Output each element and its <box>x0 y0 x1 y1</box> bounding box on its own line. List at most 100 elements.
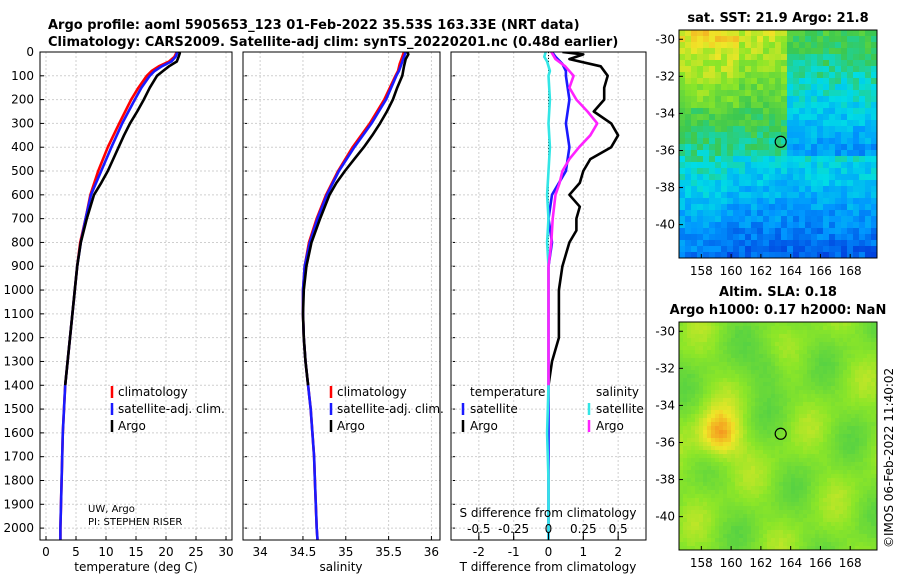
map-cell <box>697 138 704 145</box>
map-cell <box>823 370 828 375</box>
map-cell <box>685 252 692 258</box>
map-cell <box>691 506 696 511</box>
map-cell <box>703 228 710 235</box>
map-cell <box>715 366 720 371</box>
map-cell <box>759 382 764 387</box>
map-cell <box>695 470 700 475</box>
map-cell <box>769 180 776 187</box>
map-cell <box>867 338 872 343</box>
map-cell <box>827 346 832 351</box>
map-cell <box>719 378 724 383</box>
map-cell <box>775 374 780 379</box>
map-cell <box>723 502 728 507</box>
map-cell <box>871 252 877 258</box>
map-cell <box>719 338 724 343</box>
legend-argo: Argo <box>337 419 365 433</box>
map-cell <box>679 414 684 419</box>
map-cell <box>781 216 788 223</box>
map-cell <box>747 378 752 383</box>
map-cell <box>791 490 796 495</box>
map-cell <box>719 498 724 503</box>
map-cell <box>775 366 780 371</box>
map-cell <box>803 498 808 503</box>
map-cell <box>679 84 686 91</box>
map-cell <box>835 246 842 253</box>
map-cell <box>759 326 764 331</box>
map-cell <box>721 138 728 145</box>
map-cell <box>799 494 804 499</box>
map-cell <box>815 426 820 431</box>
map-cell <box>751 358 756 363</box>
map-cell <box>719 486 724 491</box>
map-cell <box>755 470 760 475</box>
map-cell <box>803 446 808 451</box>
map-cell <box>875 542 877 547</box>
map-cell <box>699 482 704 487</box>
map-cell <box>865 174 872 181</box>
map-cell <box>747 450 752 455</box>
map-cell <box>835 546 840 550</box>
map-cell <box>691 48 698 55</box>
temperature-panel: 0100200300400500600700800900100011001200… <box>3 45 455 574</box>
map-cell <box>683 478 688 483</box>
map-cell <box>683 418 688 423</box>
map-cell <box>847 334 852 339</box>
map-cell <box>727 342 732 347</box>
map-cell <box>745 90 752 97</box>
map-cell <box>871 108 877 115</box>
map-cell <box>683 378 688 383</box>
map-cell <box>831 390 836 395</box>
map-cell <box>791 390 796 395</box>
map-cell <box>827 542 832 547</box>
map-cell <box>841 186 848 193</box>
map-cell <box>763 510 768 515</box>
map-cell <box>799 192 806 199</box>
map-cell <box>819 442 824 447</box>
map-cell <box>827 514 832 519</box>
map-cell <box>679 546 684 550</box>
map-cell <box>853 228 860 235</box>
map-cell <box>739 474 744 479</box>
map-cell <box>695 394 700 399</box>
map-cell <box>715 354 720 359</box>
map-cell <box>691 186 698 193</box>
map-cell <box>867 374 872 379</box>
map-cell <box>703 216 710 223</box>
map-cell <box>853 90 860 97</box>
map-cell <box>783 358 788 363</box>
map-cell <box>839 530 844 535</box>
map-cell <box>841 222 848 229</box>
map-cell <box>839 518 844 523</box>
map-cell <box>829 216 836 223</box>
map-cell <box>685 42 692 49</box>
map-cell <box>803 394 808 399</box>
map-cell <box>791 486 796 491</box>
map-cell <box>711 350 716 355</box>
map-cell <box>863 438 868 443</box>
map-cell <box>851 422 856 427</box>
map-cell <box>783 546 788 550</box>
map-cell <box>707 430 712 435</box>
map-cell <box>763 60 770 67</box>
map-cell <box>739 246 746 253</box>
map-cell <box>767 534 772 539</box>
map-cell <box>719 494 724 499</box>
map-cell <box>779 382 784 387</box>
map-cell <box>751 382 756 387</box>
map-cell <box>795 478 800 483</box>
map-cell <box>685 234 692 241</box>
salinity-legend: climatology satellite-adj. clim. Argo <box>329 385 444 433</box>
map-cell <box>859 458 864 463</box>
map-cell <box>859 454 864 459</box>
map-cell <box>763 462 768 467</box>
map-cell <box>757 216 764 223</box>
map-cell <box>799 72 806 79</box>
map-cell <box>775 482 780 487</box>
map-cell <box>855 334 860 339</box>
map-cell <box>805 228 812 235</box>
map-cell <box>871 350 876 355</box>
map-cell <box>707 322 712 327</box>
map-cell <box>847 490 852 495</box>
map-cell <box>791 410 796 415</box>
map-cell <box>727 370 732 375</box>
